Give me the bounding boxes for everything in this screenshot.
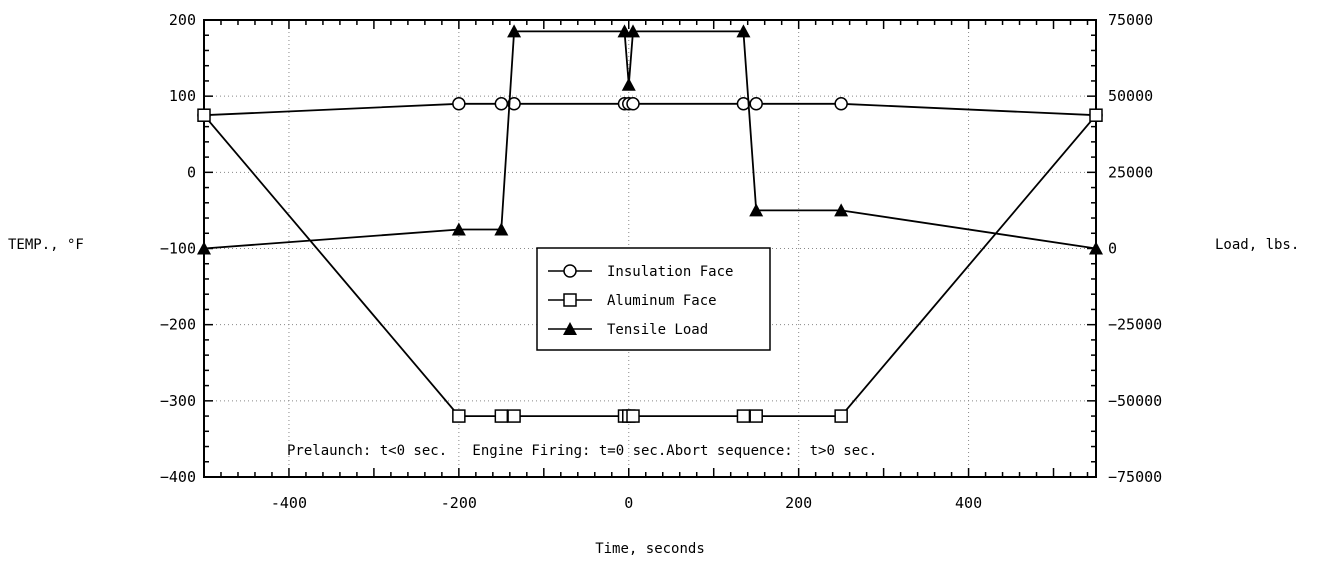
x-tick-label: -200 — [441, 494, 477, 512]
legend: Insulation Face Aluminum Face Tensile Lo… — [536, 247, 771, 351]
tensile-load-point — [749, 203, 764, 217]
tensile-load-point — [507, 24, 522, 38]
aluminum-face-point — [197, 108, 211, 122]
series-aluminum-face — [197, 108, 1103, 423]
tensile-load-point — [451, 222, 466, 236]
aluminum-face-point — [736, 409, 751, 423]
tensile-load-point — [626, 24, 641, 38]
y-tick-label-left: −400 — [160, 468, 196, 486]
x-tick-label: 400 — [955, 494, 982, 512]
insulation-face-point — [749, 97, 763, 111]
aluminum-face-point — [1089, 108, 1103, 122]
y-tick-label-right: 75000 — [1108, 11, 1153, 29]
tensile-load-point — [494, 222, 509, 236]
y-tick-label-right: −25000 — [1108, 316, 1162, 334]
legend-label: Tensile Load — [607, 322, 708, 338]
tensile-load-point — [736, 24, 751, 38]
y-tick-label-left: −200 — [160, 316, 196, 334]
y-tick-label-right: 0 — [1108, 240, 1117, 258]
legend-entry-tensile-load: Tensile Load — [548, 322, 708, 338]
y-axis-label-right: Load, lbs. — [1215, 237, 1299, 253]
x-tick-label: 200 — [785, 494, 812, 512]
y-tick-label-left: −100 — [160, 240, 196, 258]
insulation-face-point — [452, 97, 466, 111]
series — [197, 24, 1103, 423]
y-tick-label-left: 100 — [169, 87, 196, 105]
insulation-face-point — [494, 97, 509, 111]
y-tick-label-right: 50000 — [1108, 87, 1153, 105]
y-tick-label-right: −50000 — [1108, 392, 1162, 410]
legend-label: Aluminum Face — [607, 293, 717, 309]
tick-labels: -400 -200 0 200 400 −400 −300 −200 −100 0 100 200 −7… — [160, 11, 1162, 512]
legend-label: Insulation Face — [607, 264, 733, 280]
grid — [204, 20, 1096, 477]
aluminum-face-point — [452, 409, 466, 423]
tensile-load-point — [621, 77, 636, 91]
insulation-face-point — [507, 97, 521, 111]
annotation-text: Prelaunch: t<0 sec. Engine Firing: t=0 s… — [287, 443, 877, 459]
x-tick-label: -400 — [271, 494, 307, 512]
aluminum-face-point — [626, 409, 640, 423]
legend-square-marker — [563, 293, 577, 307]
series-tensile-load — [197, 24, 1103, 255]
y-tick-label-left: 0 — [187, 163, 196, 181]
legend-triangle-marker — [563, 322, 577, 335]
tensile-load-line — [203, 30, 1097, 250]
insulation-face-point — [834, 97, 848, 111]
legend-entry-aluminum-face: Aluminum Face — [548, 293, 717, 309]
y-tick-label-right: −75000 — [1108, 468, 1162, 486]
y-tick-label-left: 200 — [169, 11, 196, 29]
aluminum-face-point — [507, 409, 521, 423]
tensile-load-point — [197, 241, 211, 255]
insulation-face-line — [203, 102, 1097, 117]
aluminum-face-point — [749, 409, 763, 423]
insulation-face-point — [626, 97, 640, 111]
y-tick-label-left: −300 — [160, 392, 196, 410]
y-tick-label-right: 25000 — [1108, 163, 1153, 181]
aluminum-face-point — [834, 409, 848, 423]
x-tick-label: 0 — [624, 494, 633, 512]
legend-entry-insulation-face: Insulation Face — [548, 264, 733, 280]
aluminum-face-point — [494, 409, 509, 423]
y-axis-label-left: TEMP., °F — [8, 237, 84, 253]
tensile-load-point — [834, 203, 849, 217]
x-axis-label: Time, seconds — [595, 541, 705, 557]
series-insulation-face — [197, 97, 1103, 122]
legend-circle-marker — [563, 264, 577, 278]
tensile-load-point — [1089, 241, 1103, 255]
